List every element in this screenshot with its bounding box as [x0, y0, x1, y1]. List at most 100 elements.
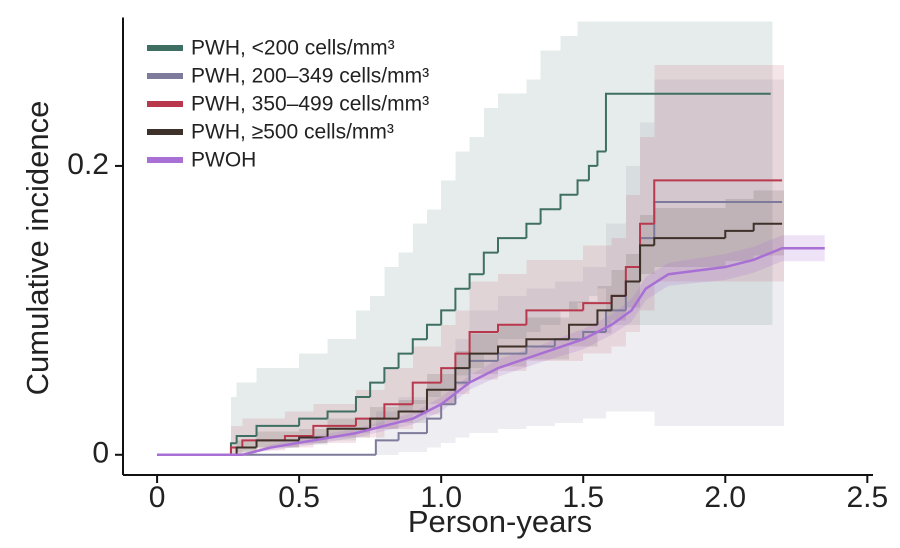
- x-axis-title: Person-years: [408, 504, 592, 539]
- ci-band: [355, 310, 371, 434]
- legend-label: PWH, 200–349 cells/mm³: [191, 65, 429, 88]
- step-segment: [525, 338, 570, 347]
- ci-band: [782, 79, 785, 426]
- ci-band: [605, 223, 626, 412]
- step-segment: [525, 309, 584, 325]
- legend-label: PWH, 350–499 cells/mm³: [191, 93, 429, 116]
- curves: [157, 92, 825, 457]
- step-segment: [624, 280, 641, 296]
- step-segment: [525, 222, 541, 239]
- ci-band: [577, 21, 589, 304]
- axes: 0 0.5 1.0 1.5 2.0 2.5 0 0.2: [67, 17, 888, 514]
- y-tick-label: 0: [92, 437, 109, 470]
- step-segment: [497, 323, 527, 333]
- step-segment: [568, 323, 598, 340]
- ci-band: [426, 209, 442, 398]
- ci-band: [588, 21, 598, 296]
- step-segment: [374, 439, 399, 455]
- y-tick-label: 0.2: [67, 148, 109, 181]
- x-tick-label: 1.5: [562, 481, 604, 514]
- step-segment: [425, 417, 442, 434]
- legend: PWH, <200 cells/mm³ PWH, 200–349 cells/mm…: [147, 37, 429, 172]
- x-tick-label: 1.0: [420, 481, 462, 514]
- step-segment: [235, 435, 257, 444]
- ci-band: [540, 50, 561, 325]
- step-segment: [454, 287, 470, 311]
- step-segment: [383, 403, 413, 419]
- ci-band: [370, 295, 385, 426]
- step-segment: [539, 208, 561, 224]
- step-segment: [397, 410, 427, 419]
- step-segment: [653, 179, 783, 224]
- step-segment: [255, 439, 300, 448]
- ci-band: [640, 122, 655, 412]
- ci-band: [256, 368, 300, 448]
- ci-band: [611, 238, 626, 347]
- step-segment: [653, 237, 726, 246]
- step-segment: [440, 309, 456, 325]
- curve: [157, 247, 825, 457]
- legend-label: PWOH: [191, 149, 256, 172]
- step-segment: [283, 435, 314, 441]
- legend-label: PWH, <200 cells/mm³: [191, 37, 395, 60]
- ci-band: [375, 411, 399, 455]
- ci-band: [483, 108, 498, 354]
- step-segment: [610, 294, 626, 311]
- step-segment: [596, 309, 612, 325]
- step-segment: [369, 381, 385, 398]
- ci-band: [236, 382, 257, 452]
- ci-band: [426, 382, 442, 448]
- step-segment: [454, 367, 470, 390]
- step-segment: [582, 302, 612, 311]
- ci-band: [398, 252, 413, 412]
- ci-band: [455, 310, 470, 395]
- step-segment: [425, 388, 456, 412]
- ci-band: [384, 267, 399, 419]
- step-segment: [468, 352, 498, 369]
- step-segment: [312, 424, 356, 437]
- step-segment: [397, 432, 427, 441]
- ci-band: [441, 180, 456, 390]
- legend-label: PWH, ≥500 cells/mm³: [191, 121, 394, 144]
- step-segment: [454, 352, 470, 369]
- step-segment: [576, 179, 589, 195]
- ci-band: [560, 35, 578, 311]
- x-tick-label: 0.5: [278, 481, 320, 514]
- ci-band: [782, 64, 785, 282]
- step-segment: [298, 436, 328, 441]
- step-segment: [497, 237, 527, 253]
- step-segment: [326, 427, 371, 438]
- ci-band: [498, 274, 527, 372]
- ci-band: [605, 21, 771, 325]
- ci-band: [157, 235, 825, 455]
- step-segment: [298, 417, 328, 426]
- ci-band: [654, 64, 783, 282]
- ci-band: [782, 190, 785, 256]
- ci-band: [597, 21, 606, 289]
- ci-band: [398, 397, 427, 452]
- ci-band: [230, 397, 237, 455]
- y-axis-title: Cumulative incidence: [20, 101, 55, 396]
- ci-band: [455, 151, 470, 376]
- ci-band: [412, 223, 427, 405]
- step-segment: [383, 367, 399, 383]
- ci-band: [625, 194, 641, 333]
- x-tick-label: 2.5: [846, 481, 888, 514]
- step-segment: [639, 244, 655, 282]
- step-segment: [411, 381, 442, 405]
- step-segment: [354, 396, 371, 412]
- step-segment: [397, 352, 413, 369]
- step-segment: [411, 338, 427, 354]
- ci-band: [469, 281, 498, 380]
- ci-band: [441, 324, 456, 405]
- x-tick-label: 0: [149, 481, 166, 514]
- step-segment: [440, 367, 456, 383]
- step-segment: [255, 424, 300, 437]
- ci-band: [625, 165, 641, 412]
- ci-band: [526, 79, 541, 333]
- step-segment: [468, 273, 484, 289]
- step-segment: [596, 150, 606, 166]
- step-segment: [369, 417, 399, 429]
